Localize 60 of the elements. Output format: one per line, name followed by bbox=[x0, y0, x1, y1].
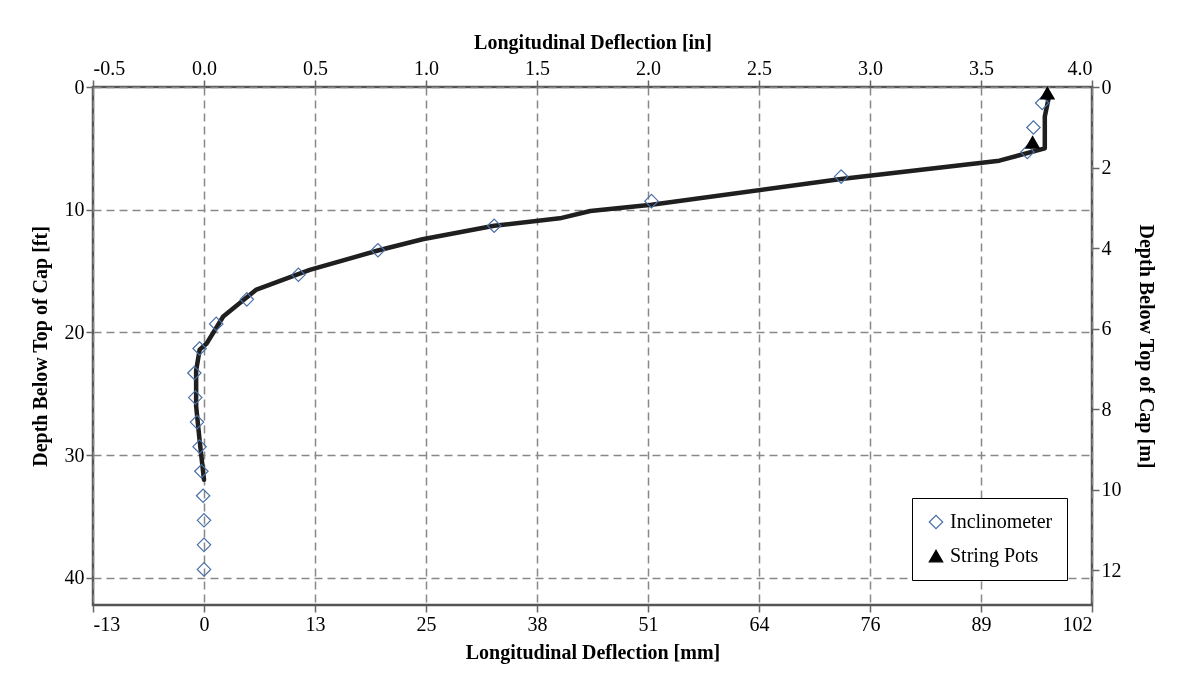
point bbox=[370, 242, 386, 258]
point bbox=[187, 365, 202, 381]
x-tick-label: 38 bbox=[527, 612, 548, 635]
x-tick-label: 25 bbox=[416, 612, 437, 635]
x2-tick-label: -0.5 bbox=[93, 56, 126, 79]
y2-tick-label: 2 bbox=[1101, 156, 1112, 179]
y2-axis-title: Depth Below Top of Cap [m] bbox=[1134, 224, 1158, 469]
x2-tick-label: 1.5 bbox=[525, 56, 550, 79]
y2-tick-label: 4 bbox=[1101, 236, 1112, 259]
x-tick-label: 89 bbox=[971, 612, 992, 635]
point bbox=[187, 390, 203, 405]
x2-tick-label: 1.0 bbox=[414, 56, 439, 79]
point bbox=[192, 341, 207, 356]
x-tick-label: 51 bbox=[638, 612, 659, 635]
point bbox=[486, 218, 502, 234]
x2-tick-label: 3.0 bbox=[858, 56, 883, 79]
point bbox=[1034, 95, 1050, 111]
y2-tick-label: 8 bbox=[1101, 397, 1112, 420]
y2-tick-label: 12 bbox=[1101, 558, 1122, 581]
y2-tick-label: 6 bbox=[1101, 317, 1112, 340]
x2-tick-label: 2.5 bbox=[747, 56, 772, 79]
point bbox=[1020, 144, 1035, 160]
x2-tick-label: 3.5 bbox=[969, 56, 994, 79]
point bbox=[195, 488, 211, 504]
y2-tick-label: 0 bbox=[1101, 75, 1112, 98]
point bbox=[196, 562, 212, 577]
x-axis-title: Longitudinal Deflection [mm] bbox=[465, 640, 721, 664]
legend-label: String Pots bbox=[950, 544, 1039, 567]
y-tick-label: 20 bbox=[64, 321, 85, 343]
point bbox=[208, 316, 224, 332]
x-tick-label: 0 bbox=[199, 612, 210, 635]
y-tick-label: 30 bbox=[64, 443, 85, 466]
x-tick-label: 76 bbox=[860, 612, 881, 635]
x2-tick-label: 4.0 bbox=[1067, 56, 1093, 79]
point bbox=[833, 169, 849, 184]
x-tick-label: 13 bbox=[305, 612, 326, 635]
point bbox=[194, 463, 209, 479]
point bbox=[196, 537, 212, 553]
point bbox=[1040, 86, 1055, 100]
x-tick-label: 102 bbox=[1062, 612, 1093, 635]
y-tick-label: 10 bbox=[64, 198, 85, 221]
legend-label: Inclinometer bbox=[950, 510, 1053, 532]
point bbox=[644, 193, 659, 209]
point bbox=[192, 439, 207, 454]
x2-axis-title: Longitudinal Deflection [in] bbox=[474, 30, 712, 54]
x-tick-label: -13 bbox=[93, 612, 121, 635]
point bbox=[239, 292, 255, 307]
y-tick-label: 0 bbox=[74, 75, 85, 98]
x-tick-label: 64 bbox=[749, 612, 770, 635]
x2-tick-label: 2.0 bbox=[636, 56, 661, 79]
x2-tick-label: 0.5 bbox=[303, 56, 328, 79]
point bbox=[1026, 120, 1041, 135]
x2-tick-label: 0.0 bbox=[192, 56, 217, 79]
y-tick-label: 40 bbox=[64, 566, 85, 589]
y2-tick-label: 10 bbox=[1101, 478, 1122, 501]
point bbox=[291, 267, 306, 283]
y-axis-title: Depth Below Top of Cap [ft] bbox=[28, 226, 52, 467]
point bbox=[189, 414, 205, 430]
point bbox=[196, 513, 212, 528]
point bbox=[1025, 135, 1040, 149]
